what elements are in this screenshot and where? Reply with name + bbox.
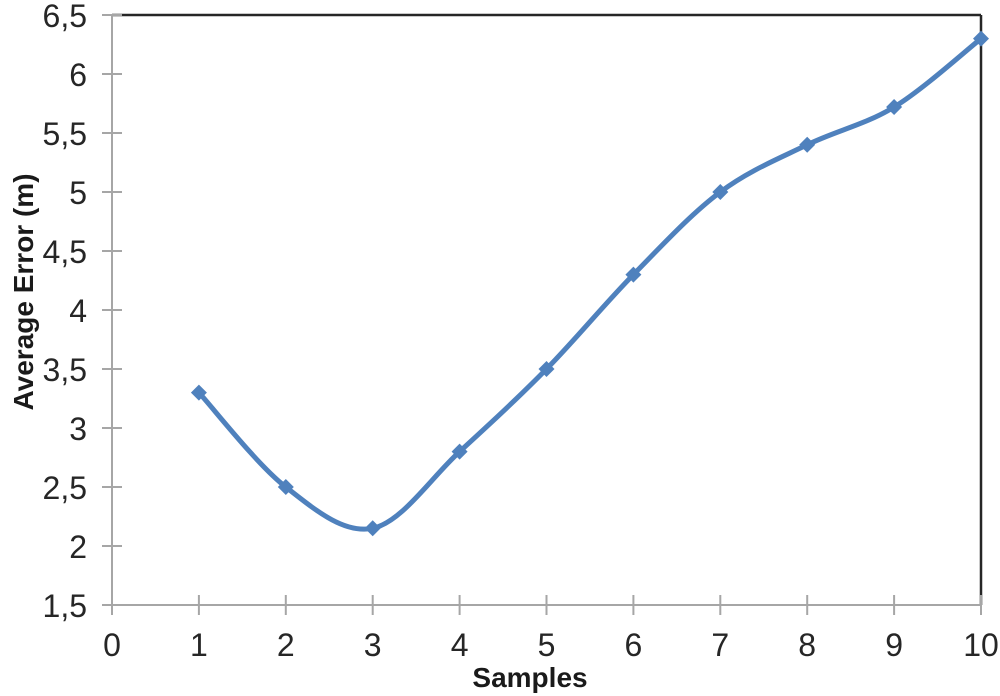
data-point-marker	[451, 443, 468, 460]
x-tick-label: 6	[625, 627, 643, 663]
data-point-marker	[364, 520, 381, 537]
x-tick-label: 10	[963, 627, 999, 663]
data-point-marker	[625, 266, 642, 283]
x-tick-label: 5	[538, 627, 556, 663]
y-tick-label: 1,5	[43, 588, 87, 624]
y-tick-label: 4,5	[43, 234, 87, 270]
y-tick-label: 2	[69, 529, 87, 565]
data-point-marker	[277, 479, 294, 495]
x-tick-label: 8	[798, 627, 816, 663]
data-point-marker	[538, 361, 555, 377]
data-point-marker	[712, 184, 729, 200]
series-line	[196, 36, 984, 532]
y-tick-label: 3,5	[43, 352, 87, 388]
y-tick-label: 6	[69, 57, 87, 93]
y-tick-label: 6,5	[43, 0, 87, 34]
data-point-marker	[973, 30, 989, 47]
y-tick-label: 5,5	[43, 116, 87, 152]
data-point-marker	[190, 384, 207, 401]
x-axis-title: Samples	[472, 662, 588, 693]
data-point-marker	[886, 99, 903, 116]
x-tick-label: 0	[103, 627, 121, 663]
data-point-marker	[799, 136, 816, 153]
x-tick-label: 2	[277, 627, 295, 663]
y-tick-label: 2,5	[43, 470, 87, 506]
x-tick-label: 3	[364, 627, 382, 663]
y-tick-label: 3	[69, 411, 87, 447]
y-axis-title: Average Error (m)	[8, 173, 39, 411]
x-tick-label: 9	[885, 627, 903, 663]
y-tick-label: 4	[69, 293, 87, 329]
x-tick-label: 4	[451, 627, 469, 663]
y-tick-label: 5	[69, 175, 87, 211]
x-tick-label: 7	[711, 627, 729, 663]
x-tick-label: 1	[190, 627, 208, 663]
